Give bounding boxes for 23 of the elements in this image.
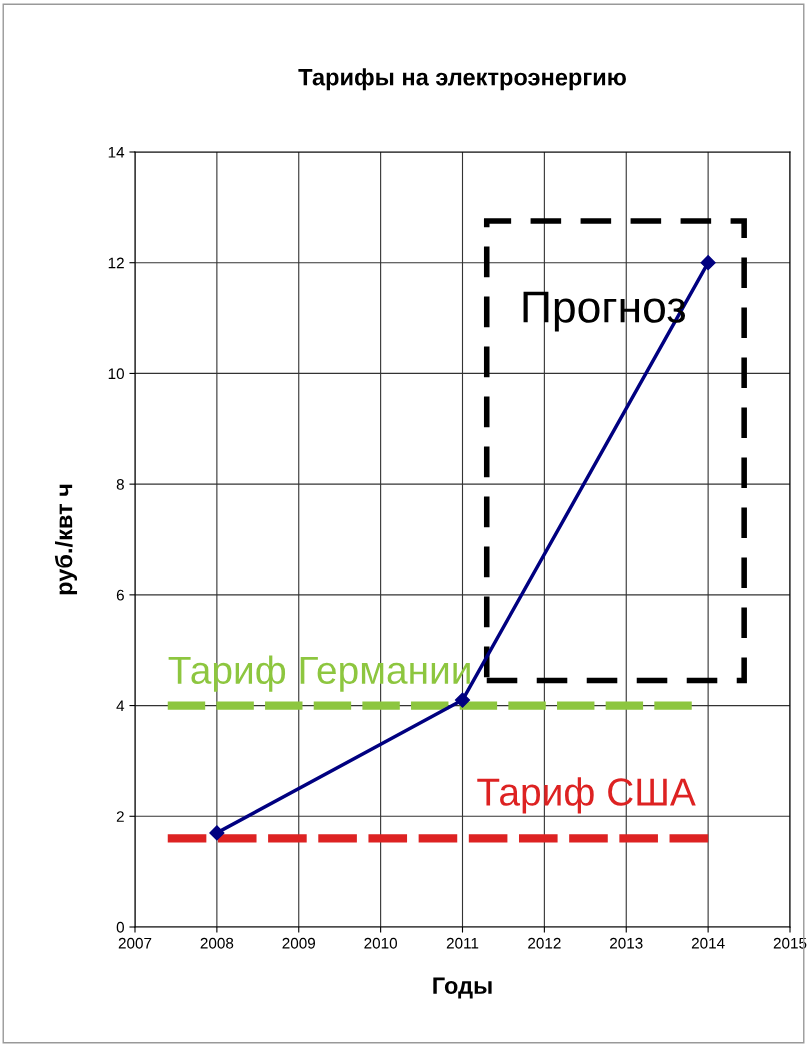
y-tick-label: 8 [116, 479, 124, 490]
point [209, 825, 225, 841]
y-tick-label: 14 [108, 147, 125, 158]
x-tick-label: 2008 [200, 937, 234, 949]
x-axis-title: Годы [433, 977, 492, 999]
y-tick-label: 12 [108, 257, 124, 269]
chart-title: Тарифы на электроэнергию [298, 68, 626, 91]
y-tick-label: 6 [116, 589, 124, 601]
point [700, 255, 716, 271]
x-tick-label: 2010 [364, 937, 398, 949]
y-tick-label: 2 [116, 811, 124, 822]
y-tick-label: 0 [116, 921, 124, 933]
x-tick-label: 2012 [528, 937, 561, 949]
y-tick-label: 10 [108, 368, 124, 380]
x-tick-label: 2015 [773, 937, 807, 949]
y-axis-title: руб./квт ч [54, 484, 78, 595]
y-tick-label: 4 [116, 700, 125, 712]
x-tick-label: 2014 [691, 937, 725, 949]
x-tick-label: 2007 [118, 937, 152, 949]
x-tick-label: 2009 [282, 937, 316, 949]
x-tick-label: 2013 [610, 937, 643, 949]
x-tick-label: 2011 [446, 937, 479, 949]
point [454, 692, 471, 708]
